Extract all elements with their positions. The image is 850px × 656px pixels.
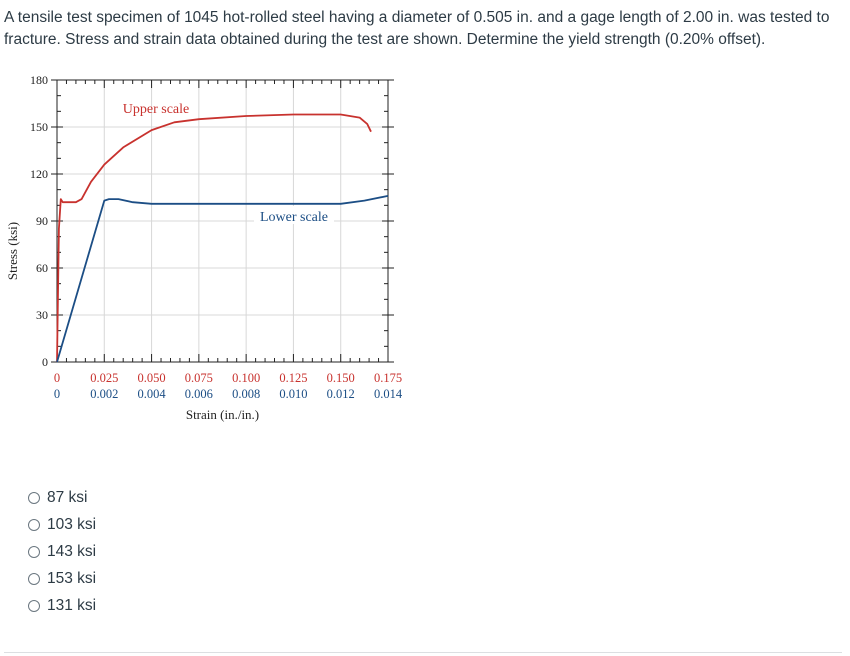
radio-icon[interactable] xyxy=(28,599,40,612)
radio-icon[interactable] xyxy=(28,518,40,531)
x-tick-label-upper: 0.100 xyxy=(232,371,260,385)
y-axis-label: Stress (ksi) xyxy=(5,222,20,280)
x-tick-label-lower: 0.008 xyxy=(232,387,260,401)
answer-option-5[interactable]: 131 ksi xyxy=(28,592,96,619)
y-tick-label: 180 xyxy=(30,73,48,87)
x-axis-label: Strain (in./in.) xyxy=(186,407,259,422)
x-tick-label-lower: 0.006 xyxy=(185,387,213,401)
x-tick-label-lower: 0.012 xyxy=(327,387,355,401)
y-tick-label: 30 xyxy=(36,308,48,322)
divider xyxy=(4,652,842,653)
x-tick-label-upper: 0.150 xyxy=(327,371,355,385)
upper-scale-annotation: Upper scale xyxy=(123,102,189,117)
radio-icon[interactable] xyxy=(28,545,40,558)
x-tick-label-upper: 0.025 xyxy=(90,371,118,385)
radio-icon[interactable] xyxy=(28,491,40,504)
x-tick-label-upper: 0.050 xyxy=(138,371,166,385)
lower-scale-curve xyxy=(56,195,389,363)
x-tick-label-lower: 0.010 xyxy=(279,387,307,401)
radio-icon[interactable] xyxy=(28,572,40,585)
x-tick-label-lower: 0.002 xyxy=(90,387,118,401)
answer-option-1[interactable]: 87 ksi xyxy=(28,484,96,511)
plot-frame xyxy=(56,79,389,363)
answer-option-2[interactable]: 103 ksi xyxy=(28,511,96,538)
answer-option-4[interactable]: 153 ksi xyxy=(28,565,96,592)
y-tick-label: 60 xyxy=(36,261,48,275)
answer-options: 87 ksi 103 ksi 143 ksi 153 ksi 131 ksi xyxy=(28,484,96,619)
question-text: A tensile test specimen of 1045 hot-roll… xyxy=(4,9,830,48)
y-tick-label: 90 xyxy=(36,214,48,228)
answer-label: 143 ksi xyxy=(47,542,97,560)
x-tick-label-upper: 0.075 xyxy=(185,371,213,385)
x-tick-label-lower: 0 xyxy=(54,387,60,401)
answer-label: 131 ksi xyxy=(47,596,97,614)
answer-label: 153 ksi xyxy=(47,569,97,587)
answer-label: 103 ksi xyxy=(47,515,97,533)
x-tick-label-upper: 0.175 xyxy=(374,371,402,385)
x-tick-label-lower: 0.004 xyxy=(138,387,167,401)
answer-label: 87 ksi xyxy=(47,488,88,506)
x-tick-label-lower: 0.014 xyxy=(374,387,403,401)
x-tick-label-upper: 0 xyxy=(54,371,60,385)
answer-option-3[interactable]: 143 ksi xyxy=(28,538,96,565)
lower-scale-annotation: Lower scale xyxy=(260,210,328,225)
y-tick-label: 120 xyxy=(30,167,48,181)
upper-scale-curve xyxy=(56,113,372,363)
y-tick-label: 0 xyxy=(42,355,48,369)
lower-scale-label-bg xyxy=(254,206,334,224)
stress-strain-figure: 0 30 60 90 120 150 180 0 0.025 0.050 0.075 0.100 0.1… xyxy=(0,66,420,436)
y-tick-label: 150 xyxy=(30,120,48,134)
x-tick-label-upper: 0.125 xyxy=(279,371,307,385)
stress-strain-chart: 0 30 60 90 120 150 180 0 0.025 0.050 0.075 0.100 0.1… xyxy=(5,73,403,422)
